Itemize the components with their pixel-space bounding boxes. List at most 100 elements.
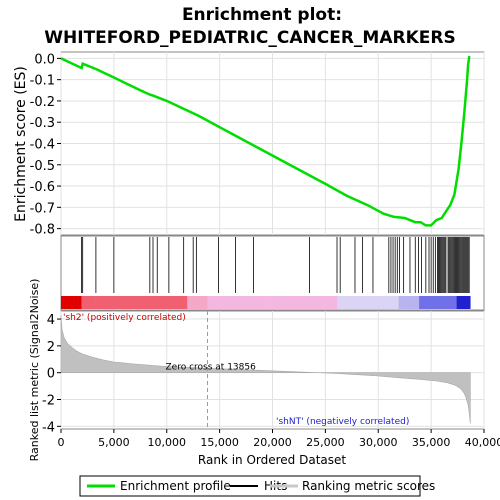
ranking-metric-fill (60, 314, 471, 424)
ranking-bar-segment (118, 296, 123, 309)
ranking-bar-segment (436, 296, 440, 309)
ranking-bar-segment (381, 296, 386, 309)
x-tick-label: 40,000 (465, 436, 500, 449)
ranking-bar-segment (170, 296, 174, 309)
es-y-axis-label: Enrichment score (ES) (13, 66, 29, 222)
x-axis-ticks: 0 5,000 10,000 15,000 20,000 25,000 30,000 35,0… (58, 429, 500, 449)
ranking-bar-segment (112, 296, 116, 309)
ranking-bar-segment (153, 296, 157, 309)
metric-y-tick-label: -2 (42, 394, 55, 409)
ranking-bar-segment (439, 296, 444, 309)
metric-panel: 4 2 0 -2 -4 Zero cross at 13856 'sh2' (posit… (28, 279, 485, 462)
ranking-bar-segment (214, 296, 219, 309)
ranking-bar-segment (402, 296, 406, 309)
es-y-ticks: 0.0 -0.1 -0.2 -0.3 -0.4 -0.5 -0.6 -0.7 -0.8 (30, 52, 61, 238)
ranking-bar-segment (275, 296, 280, 309)
ranking-bar-segment (187, 296, 191, 309)
ranking-bar-segment (258, 296, 263, 309)
ranking-bar-segment (327, 296, 331, 309)
ranking-bar-segment (367, 296, 372, 309)
enrichment-profile-line (60, 56, 471, 227)
ranking-bar-segment (286, 296, 290, 309)
ranking-bar-segment (248, 296, 253, 309)
ranking-bar-segment (71, 296, 75, 309)
ranking-bar-segment (460, 296, 464, 309)
ranking-bar-segment (316, 296, 321, 309)
ranking-bar-segment (81, 296, 86, 309)
ranking-bar-segment (330, 296, 335, 309)
ranking-bar-segment (415, 296, 420, 309)
es-y-tick-label: -0.3 (30, 116, 55, 131)
ranking-bar-segment (139, 296, 144, 309)
ranking-bar-segment (149, 296, 154, 309)
ranking-bar-segment (61, 296, 65, 309)
ranking-bar-segment (98, 296, 103, 309)
ranking-bar-segment (466, 296, 471, 309)
ranking-bar-segment (64, 296, 69, 309)
ranking-bar-segment (306, 296, 311, 309)
ranking-color-bar (61, 296, 471, 309)
ranking-bar-segment (84, 296, 89, 309)
ranking-bar-segment (88, 296, 92, 309)
metric-y-tick-label: 2 (47, 340, 55, 355)
x-tick-label: 5,000 (98, 436, 130, 449)
es-y-tick-label: -0.2 (30, 95, 55, 110)
ranking-bar-segment (142, 296, 147, 309)
ranking-bar-segment (442, 296, 447, 309)
ranking-bar-segment (408, 296, 413, 309)
x-tick-label: 30,000 (359, 436, 398, 449)
ranking-bar-segment (132, 296, 137, 309)
ranking-bar-segment (371, 296, 376, 309)
ranking-bar-segment (333, 296, 338, 309)
ranking-bar-segment (262, 296, 266, 309)
ranking-bar-segment (412, 296, 416, 309)
x-tick-label: 15,000 (200, 436, 239, 449)
ranking-bar-segment (432, 296, 437, 309)
ranking-bar-segment (344, 296, 348, 309)
ranking-bar-segment (289, 296, 294, 309)
x-axis-label: Rank in Ordered Dataset (198, 453, 346, 467)
es-series (60, 56, 471, 227)
ranking-bar-segment (200, 296, 205, 309)
ranking-bar-segment (217, 296, 222, 309)
legend-ranking-label: Ranking metric scores (302, 479, 435, 493)
metric-y-tick-label: 4 (47, 313, 55, 328)
ranking-bar-segment (190, 296, 195, 309)
ranking-bar-segment (108, 296, 113, 309)
ranking-bar-segment (456, 296, 461, 309)
ranking-bar-segment (388, 296, 393, 309)
ranking-bar-segment (350, 296, 355, 309)
ranking-bar-segment (425, 296, 430, 309)
ranking-bar-segment (241, 296, 246, 309)
es-y-tick-label: -0.1 (30, 74, 55, 89)
ranking-bar-segment (234, 296, 239, 309)
ranking-bar-segment (405, 296, 410, 309)
x-tick-label: 25,000 (306, 436, 345, 449)
ranking-bar-segment (211, 296, 215, 309)
ranking-bar-segment (221, 296, 226, 309)
ranking-bar-segment (323, 296, 328, 309)
hit-markers (81, 237, 470, 293)
ranking-bar-segment (78, 296, 82, 309)
ranking-bar-segment (194, 296, 198, 309)
es-y-tick-label: 0.0 (34, 52, 55, 67)
ranking-bar-segment (395, 296, 399, 309)
ranking-bar-segment (361, 296, 365, 309)
ranking-bar-segment (449, 296, 454, 309)
negative-correlation-label: 'shNT' (negatively correlated) (276, 417, 409, 427)
ranking-bar-segment (91, 296, 96, 309)
ranking-bar-segment (146, 296, 150, 309)
ranking-bar-segment (136, 296, 140, 309)
ranking-bar-segment (125, 296, 130, 309)
ranking-bar-segment (374, 296, 379, 309)
ranking-bar-segment (204, 296, 208, 309)
ranking-bar-segment (340, 296, 345, 309)
chart-title: Enrichment plot: (182, 5, 342, 25)
es-y-tick-label: -0.6 (30, 180, 55, 195)
hits-panel (60, 235, 485, 311)
ranking-bar-segment (166, 296, 171, 309)
ranking-bar-segment (279, 296, 283, 309)
ranking-bar-segment (282, 296, 287, 309)
metric-y-axis-label: Ranked list metric (Signal2Noise) (28, 279, 41, 462)
